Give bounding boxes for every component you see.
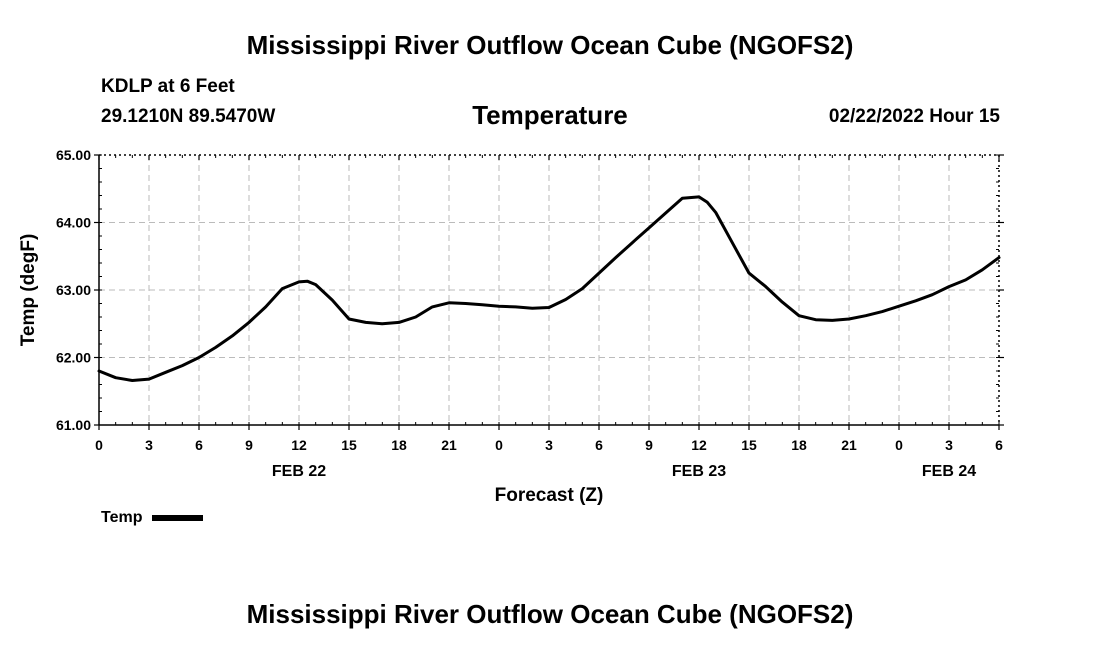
y-tick-label: 61.00	[56, 417, 91, 433]
y-tick-label: 62.00	[56, 350, 91, 366]
temp-series-line	[97, 195, 1001, 382]
y-tick-label: 65.00	[56, 147, 91, 163]
x-tick-label: 12	[691, 437, 707, 453]
x-tick-label: 6	[195, 437, 203, 453]
date-label: FEB 22	[272, 463, 326, 480]
chart-title: Temperature	[472, 100, 628, 130]
main-title: Mississippi River Outflow Ocean Cube (NG…	[246, 30, 854, 60]
x-tick-label: 18	[391, 437, 407, 453]
date-label: FEB 24	[922, 463, 976, 480]
footer-title: Mississippi River Outflow Ocean Cube (NG…	[246, 599, 854, 629]
x-tick-label: 18	[791, 437, 807, 453]
x-tick-label: 21	[441, 437, 457, 453]
x-tick-label: 3	[145, 437, 153, 453]
y-tick-label: 63.00	[56, 282, 91, 298]
y-tick-label: 64.00	[56, 215, 91, 231]
x-axis-title: Forecast (Z)	[495, 485, 604, 506]
forecast-datetime: 02/22/2022 Hour 15	[828, 106, 1000, 127]
x-tick-label: 21	[841, 437, 857, 453]
x-tick-label: 9	[245, 437, 253, 453]
legend: Temp	[101, 509, 204, 527]
x-tick-label: 3	[545, 437, 553, 453]
x-tick-label: 15	[741, 437, 757, 453]
station-coordinates: 29.1210N 89.5470W	[101, 106, 276, 127]
legend-label: Temp	[101, 509, 143, 526]
x-tick-label: 3	[945, 437, 953, 453]
station-label: KDLP at 6 Feet	[101, 76, 235, 97]
legend-line-swatch	[152, 515, 204, 521]
x-tick-label: 0	[495, 437, 503, 453]
x-tick-label: 12	[291, 437, 307, 453]
x-tick-label: 0	[895, 437, 903, 453]
x-tick-label: 0	[95, 437, 103, 453]
x-tick-label: 15	[341, 437, 357, 453]
y-axis-title: Temp (degF)	[18, 234, 39, 347]
x-tick-label: 6	[595, 437, 603, 453]
date-label: FEB 23	[672, 463, 726, 480]
x-tick-label: 6	[995, 437, 1003, 453]
x-tick-label: 9	[645, 437, 653, 453]
